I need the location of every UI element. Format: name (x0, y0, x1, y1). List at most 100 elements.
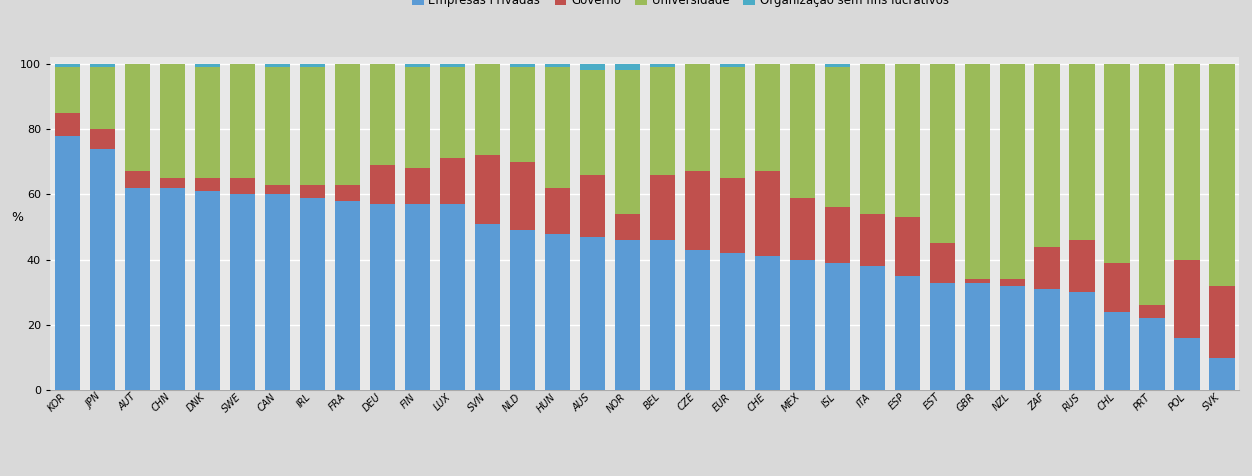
Bar (439, 64, 464, 67)
Bar (860, 266, 885, 390)
Bar (510, 162, 535, 230)
Legend: Empresas Privadas, Governo, Universidade, Organização sem fins lucrativos: Empresas Privadas, Governo, Universidade… (407, 0, 954, 12)
Bar (1174, 259, 1199, 338)
Bar (580, 175, 605, 237)
Bar (999, 279, 1024, 286)
Bar (894, 64, 920, 217)
Bar (439, 159, 464, 204)
Bar (545, 64, 570, 67)
Bar (300, 185, 326, 198)
Bar (1139, 64, 1164, 306)
Bar (369, 165, 396, 204)
Bar (265, 194, 290, 390)
Bar (439, 204, 464, 390)
Bar (999, 64, 1024, 279)
Bar (825, 64, 850, 67)
Bar (860, 64, 885, 214)
Bar (894, 276, 920, 390)
Bar (300, 198, 326, 390)
Bar (720, 67, 745, 178)
Bar (55, 136, 80, 390)
Bar (825, 67, 850, 208)
Bar (825, 263, 850, 390)
Bar (195, 191, 220, 390)
Bar (894, 217, 920, 276)
Bar (1034, 64, 1059, 247)
Bar (230, 194, 255, 390)
Bar (404, 64, 429, 67)
Bar (1209, 357, 1234, 390)
Bar (55, 64, 80, 67)
Bar (790, 198, 815, 259)
Bar (929, 64, 955, 243)
Bar (1069, 292, 1094, 390)
Bar (615, 214, 640, 240)
Bar (755, 171, 780, 257)
Bar (580, 237, 605, 390)
Bar (545, 234, 570, 390)
Bar (1034, 247, 1059, 289)
Bar (334, 185, 361, 201)
Bar (964, 279, 990, 283)
Bar (650, 175, 675, 240)
Y-axis label: %: % (11, 211, 24, 224)
Bar (230, 64, 255, 178)
Bar (404, 168, 429, 204)
Bar (404, 67, 429, 168)
Bar (1209, 64, 1234, 286)
Bar (125, 64, 150, 171)
Bar (195, 67, 220, 178)
Bar (1104, 263, 1129, 312)
Bar (999, 286, 1024, 390)
Bar (404, 204, 429, 390)
Bar (790, 259, 815, 390)
Bar (160, 178, 185, 188)
Bar (615, 240, 640, 390)
Bar (475, 155, 500, 224)
Bar (755, 64, 780, 171)
Bar (929, 283, 955, 390)
Bar (55, 67, 80, 113)
Bar (334, 64, 361, 185)
Bar (160, 64, 185, 178)
Bar (160, 188, 185, 390)
Bar (300, 64, 326, 67)
Bar (825, 208, 850, 263)
Bar (475, 64, 500, 155)
Bar (265, 67, 290, 185)
Bar (1104, 312, 1129, 390)
Bar (300, 67, 326, 185)
Bar (510, 67, 535, 162)
Bar (55, 113, 80, 136)
Bar (265, 185, 290, 194)
Bar (1139, 318, 1164, 390)
Bar (650, 240, 675, 390)
Bar (90, 149, 115, 390)
Bar (230, 178, 255, 194)
Bar (580, 70, 605, 175)
Bar (615, 70, 640, 214)
Bar (475, 224, 500, 390)
Bar (720, 64, 745, 67)
Bar (90, 67, 115, 129)
Bar (1139, 306, 1164, 318)
Bar (964, 283, 990, 390)
Bar (510, 64, 535, 67)
Bar (685, 64, 710, 171)
Bar (1209, 286, 1234, 357)
Bar (650, 67, 675, 175)
Bar (685, 171, 710, 250)
Bar (964, 64, 990, 279)
Bar (125, 171, 150, 188)
Bar (439, 67, 464, 159)
Bar (790, 64, 815, 198)
Bar (545, 188, 570, 234)
Bar (720, 178, 745, 253)
Bar (90, 129, 115, 149)
Bar (195, 64, 220, 67)
Bar (90, 64, 115, 67)
Bar (580, 64, 605, 70)
Bar (369, 64, 396, 165)
Bar (334, 201, 361, 390)
Bar (860, 214, 885, 266)
